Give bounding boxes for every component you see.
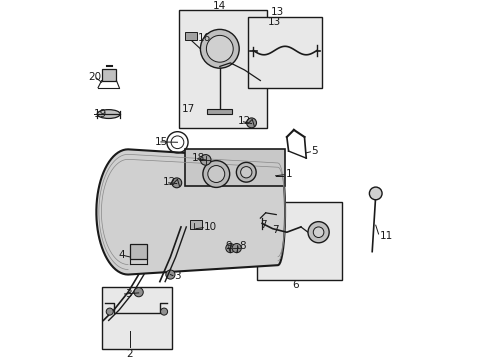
Text: 9: 9 bbox=[225, 241, 232, 251]
Circle shape bbox=[246, 118, 256, 128]
Circle shape bbox=[200, 30, 239, 68]
Bar bbox=[102, 287, 172, 348]
Bar bbox=[184, 32, 197, 40]
Text: 3: 3 bbox=[174, 271, 180, 280]
Text: 17: 17 bbox=[182, 104, 195, 114]
Text: 16: 16 bbox=[198, 33, 211, 43]
Polygon shape bbox=[96, 149, 285, 275]
Bar bbox=[189, 220, 202, 229]
Text: 4: 4 bbox=[118, 250, 125, 260]
Circle shape bbox=[206, 35, 233, 62]
Circle shape bbox=[165, 270, 175, 279]
Text: 3: 3 bbox=[125, 289, 132, 299]
Text: 12: 12 bbox=[163, 177, 176, 187]
Circle shape bbox=[313, 227, 323, 238]
Text: 14: 14 bbox=[212, 1, 225, 12]
Text: 18: 18 bbox=[191, 153, 204, 163]
Bar bbox=[247, 17, 322, 87]
Text: 20: 20 bbox=[88, 72, 101, 82]
Circle shape bbox=[203, 161, 229, 188]
Circle shape bbox=[236, 162, 256, 182]
Bar bbox=[179, 10, 267, 128]
Circle shape bbox=[207, 166, 224, 183]
Text: 19: 19 bbox=[94, 109, 107, 119]
Circle shape bbox=[171, 178, 182, 188]
Circle shape bbox=[240, 167, 251, 178]
Text: 13: 13 bbox=[267, 17, 280, 27]
Text: 13: 13 bbox=[270, 7, 284, 17]
Bar bbox=[102, 69, 116, 81]
Ellipse shape bbox=[97, 110, 120, 118]
Bar bbox=[256, 202, 341, 280]
Circle shape bbox=[200, 154, 210, 165]
Text: 12: 12 bbox=[237, 116, 250, 126]
Circle shape bbox=[134, 288, 143, 297]
Bar bbox=[207, 109, 232, 114]
Text: 5: 5 bbox=[311, 146, 318, 156]
Text: 7: 7 bbox=[260, 220, 266, 230]
Text: 6: 6 bbox=[292, 280, 298, 290]
Bar bbox=[130, 244, 146, 259]
Circle shape bbox=[368, 187, 381, 200]
Circle shape bbox=[160, 308, 167, 315]
Text: 15: 15 bbox=[154, 136, 167, 147]
Circle shape bbox=[106, 308, 113, 315]
Circle shape bbox=[232, 243, 241, 253]
Text: 7: 7 bbox=[271, 225, 278, 235]
Text: 1: 1 bbox=[285, 169, 292, 179]
Text: 2: 2 bbox=[126, 349, 133, 359]
Bar bbox=[184, 149, 285, 186]
Text: 10: 10 bbox=[203, 222, 217, 232]
Circle shape bbox=[225, 243, 235, 253]
Text: 11: 11 bbox=[379, 231, 392, 241]
Text: 8: 8 bbox=[238, 241, 245, 251]
Circle shape bbox=[307, 222, 328, 243]
